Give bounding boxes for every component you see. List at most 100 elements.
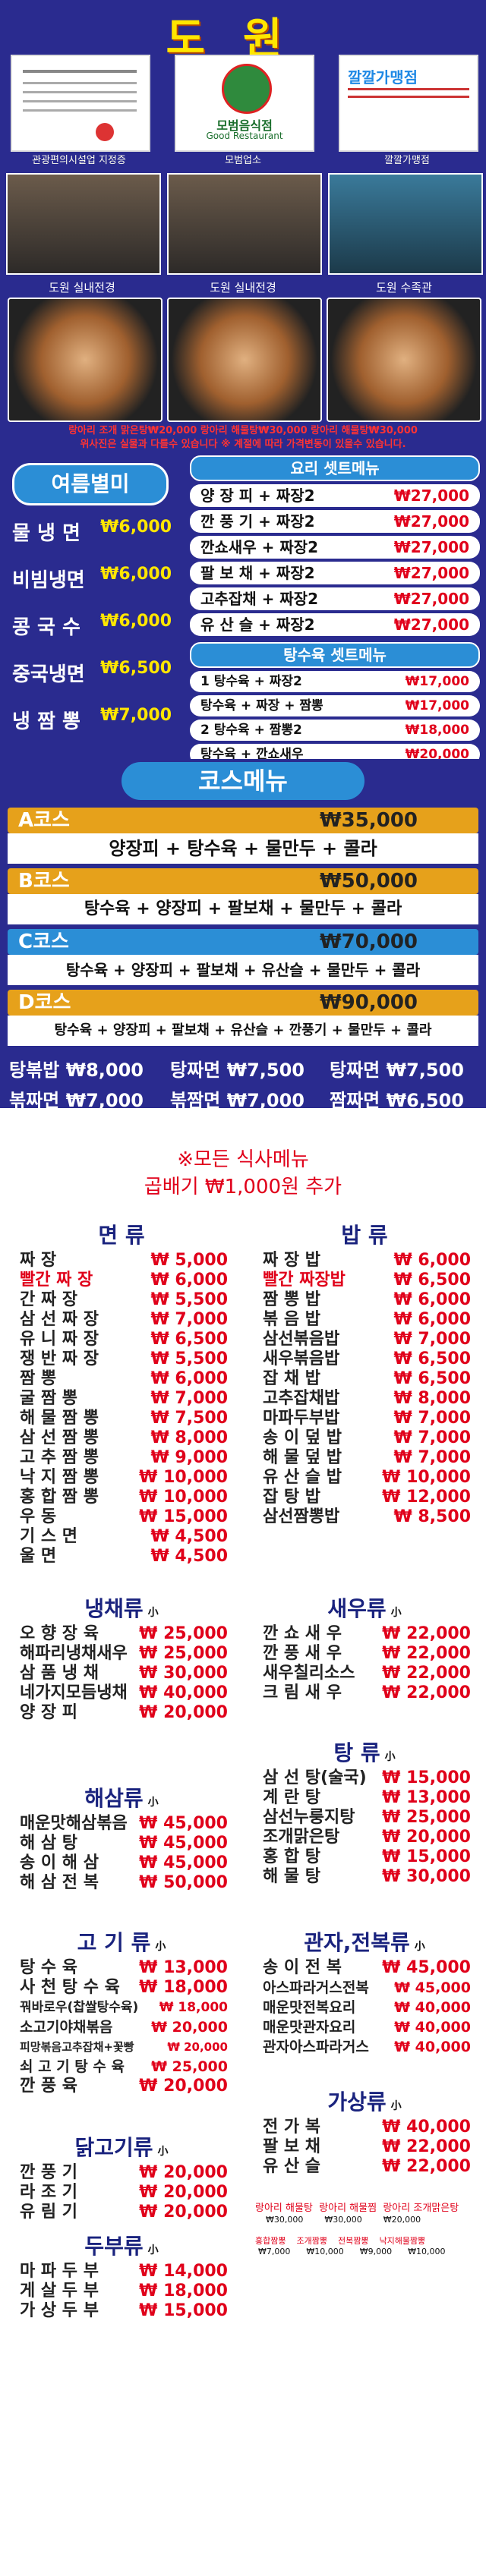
course-menu-title: 코스메뉴 — [122, 762, 364, 800]
good-restaurant-en: Good Restaurant — [206, 131, 283, 141]
set-item: 양 장 피 + 짜장2 ₩27,000 — [190, 484, 480, 507]
cold-dish-heading: 냉채류 — [84, 1596, 144, 1621]
menu-row: 송 이 해 삼 ₩ 45,000 — [20, 1853, 228, 1872]
menu-row: 삼 선 짜 장 ₩ 7,000 — [20, 1310, 228, 1329]
menu-row: 삼 선 짬 뽕 ₩ 8,000 — [20, 1428, 228, 1447]
menu-row: 유 산 슬 밥 ₩ 10,000 — [263, 1468, 471, 1487]
franchise-sign: 깔깔가맹점 — [339, 55, 478, 152]
menu-row: 탕 수 육 ₩ 13,000 — [20, 1958, 228, 1977]
menu-row: 사 천 탕 수 육 ₩ 18,000 — [20, 1978, 228, 1997]
menu-row: 조개맑은탕 ₩ 20,000 — [263, 1828, 471, 1847]
rice-heading: 밥 류 — [341, 1223, 388, 1248]
menu-row: 삼 품 냉 채 ₩ 30,000 — [20, 1664, 228, 1683]
set-item: 팔 보 채 + 짜장2 ₩27,000 — [190, 562, 480, 584]
menu-row: 짜 장 ₩ 5,000 — [20, 1251, 228, 1270]
menu-row: 해 물 덮 밥 ₩ 7,000 — [263, 1448, 471, 1467]
champong-specials-names: 홍합짬뽕 조개짬뽕 전복짬뽕 낙지해물짬뽕 — [255, 2236, 426, 2246]
menu-row: 간 짜 장 ₩ 5,500 — [20, 1290, 228, 1309]
menu-row: 유 니 짜 장 ₩ 6,500 — [20, 1330, 228, 1349]
menu-row: 삼선누룽지탕 ₩ 25,000 — [263, 1808, 471, 1827]
special-heading: 가상류 — [327, 2089, 387, 2115]
abalone-heading: 관자,전복류 — [304, 1930, 410, 1955]
menu-row: 새우칠리소스 ₩ 22,000 — [263, 1664, 471, 1683]
seafood-specials-names: 랑아리 해물탕 랑아리 해물찜 랑아리 조개맑은탕 — [255, 2203, 459, 2214]
menu-row: 해 삼 탕 ₩ 45,000 — [20, 1834, 228, 1853]
price-note-line: 랑아리 조개 맑은탕₩20,000 랑아리 해물탕₩30,000 랑아리 해물탕… — [68, 425, 418, 436]
menu-row: 쟁 반 짜 장 ₩ 5,500 — [20, 1349, 228, 1368]
menu-row: 전 가 복 ₩ 40,000 — [263, 2118, 471, 2137]
combo-item: 탕짜면 ₩7,500 — [170, 1060, 305, 1081]
set-item: 고추잡채 + 짜장2 ₩27,000 — [190, 587, 480, 610]
menu-row: 매운맛전복요리 ₩ 40,000 — [263, 1999, 471, 2016]
menu-row: 깐 풍 육 ₩ 20,000 — [20, 2077, 228, 2096]
menu-row: 오 향 장 육 ₩ 25,000 — [20, 1624, 228, 1643]
set-item: 유 산 슬 + 짜장2 ₩27,000 — [190, 613, 480, 636]
menu-row: 볶 음 밥 ₩ 6,000 — [263, 1310, 471, 1329]
tofu-section: 두부류 小 마 파 두 부 ₩ 14,000 게 살 두 부 ₩ 18,000 가 상… — [8, 2231, 235, 2321]
menu-row: 마 파 두 부 ₩ 14,000 — [20, 2262, 228, 2281]
menu-row: 아스파라거스전복 ₩ 45,000 — [263, 1979, 471, 1996]
combo-item: 짬짜면 ₩6,500 — [330, 1090, 464, 1111]
menu-row: 유 산 슬 ₩ 22,000 — [263, 2157, 471, 2176]
cert1-caption: 관광편의시설업 지정증 — [32, 155, 126, 166]
summer-item: 냉 짬 뽕 ₩7,000 — [12, 706, 172, 733]
certificate-row: 관광편의시설업 지정증 모범음식점 Good Restaurant 모범업소 깔… — [0, 55, 486, 168]
menu-row: 해파리냉채새우 ₩ 25,000 — [20, 1644, 228, 1663]
menu-row: 송 이 전 복 ₩ 45,000 — [263, 1958, 471, 1977]
aquarium-photo — [328, 173, 483, 275]
food-photo-seafood-stew — [167, 298, 322, 422]
noodle-section: 면 류 짜 장 ₩ 5,000 빨간 짜 장 ₩ 6,000 간 짜 장 ₩ 5,50… — [8, 1220, 235, 1567]
photo-caption-1: 도원 실내전경 — [49, 281, 115, 294]
summer-item: 중국냉면 ₩6,500 — [12, 659, 172, 686]
course-a: A코스 ₩35,000 양장피 + 탕수육 + 물만두 + 콜라 — [8, 808, 478, 864]
combo-item: 탕볶밥 ₩8,000 — [9, 1060, 144, 1081]
summer-item: 비빔냉면 ₩6,000 — [12, 565, 172, 592]
cert3-caption: 깔깔가맹점 — [384, 155, 430, 166]
sweet-sour-set-heading: 탕수육 셋트메뉴 — [190, 642, 480, 668]
menu-row: 울 면 ₩ 4,500 — [20, 1547, 228, 1566]
tourism-certificate-image — [11, 55, 150, 152]
menu-row: 송 이 덮 밥 ₩ 7,000 — [263, 1428, 471, 1447]
course-c: C코스 ₩70,000 탕수육 + 양장피 + 팔보채 + 유산슬 + 물만두 +… — [8, 929, 478, 985]
menu-row: 잡 탕 밥 ₩ 12,000 — [263, 1488, 471, 1507]
menu-row: 꿔바로우(찹쌀탕수육) ₩ 18,000 — [20, 2000, 228, 2015]
menu-row: 짬 뽕 ₩ 6,000 — [20, 1369, 228, 1388]
dish-set-heading: 요리 셋트메뉴 — [190, 455, 480, 481]
menu-row: 깐 풍 기 ₩ 20,000 — [20, 2163, 228, 2182]
menu-row: 해 삼 전 복 ₩ 50,000 — [20, 1873, 228, 1892]
menu-row: 잡 채 밥 ₩ 6,500 — [263, 1369, 471, 1388]
champong-specials-prices: ₩7,000 ₩10,000 ₩9,000 ₩10,000 — [258, 2247, 446, 2256]
soup-heading: 탕 류 — [333, 1740, 380, 1765]
summer-item: 콩 국 수 ₩6,000 — [12, 612, 172, 639]
chicken-heading: 닭고기류 — [74, 2135, 153, 2160]
combo-item: 볶짬면 ₩7,000 — [170, 1090, 305, 1111]
seafood-specials-prices: ₩30,000 ₩30,000 ₩20,000 — [266, 2215, 421, 2225]
tofu-heading: 두부류 — [84, 2234, 144, 2259]
course-menu-panel: 코스메뉴 A코스 ₩35,000 양장피 + 탕수육 + 물만두 + 콜라 B코스… — [0, 759, 486, 1111]
menu-row: 깐 쇼 새 우 ₩ 22,000 — [263, 1624, 471, 1643]
food-photo-clam-soup — [8, 298, 163, 422]
menu-row: 소고기야채볶음 ₩ 20,000 — [20, 2019, 228, 2036]
menu-row: 삼선짬뽕밥 ₩ 8,500 — [263, 1507, 471, 1526]
menu-row: 깐 풍 새 우 ₩ 22,000 — [263, 1644, 471, 1663]
set-item: 2 탕수육 + 짬뽕2 ₩18,000 — [190, 720, 480, 741]
combo-item: 탕짜면 ₩7,500 — [330, 1060, 464, 1081]
menu-row: 굴 짬 뽕 ₩ 7,000 — [20, 1389, 228, 1408]
menu-row: 라 조 기 ₩ 20,000 — [20, 2183, 228, 2202]
menu-row: 짬 뽕 밥 ₩ 6,000 — [263, 1290, 471, 1309]
summer-item: 물 냉 면 ₩6,000 — [12, 518, 172, 545]
menu-row: 관자아스파라거스 ₩ 40,000 — [263, 2039, 471, 2055]
cert2-caption: 모범업소 — [225, 155, 261, 166]
set-item: 깐 풍 기 + 짜장2 ₩27,000 — [190, 510, 480, 533]
abalone-section: 관자,전복류 小 송 이 전 복 ₩ 45,000 아스파라거스전복 ₩ 45,000… — [251, 1928, 478, 2057]
cold-dish-section: 냉채류 小 오 향 장 육 ₩ 25,000 해파리냉채새우 ₩ 25,000 삼 품… — [8, 1594, 235, 1723]
set-item: 탕수육 + 짜장 + 짬뽕 ₩17,000 — [190, 695, 480, 716]
interior-photo-1 — [6, 173, 161, 275]
menu-row: 양 장 피 ₩ 20,000 — [20, 1703, 228, 1722]
photo-caption-3: 도원 수족관 — [376, 281, 432, 294]
set-menu-panel: 요리 셋트메뉴 양 장 피 + 짜장2 ₩27,000 깐 풍 기 + 짜장2 ₩2… — [190, 455, 480, 759]
photo-caption-2: 도원 실내전경 — [210, 281, 276, 294]
menu-row: 매운맛해삼볶음 ₩ 45,000 — [20, 1814, 228, 1833]
sea-cucumber-section: 해삼류 小 매운맛해삼볶음 ₩ 45,000 해 삼 탕 ₩ 45,000 송 이 해… — [8, 1784, 235, 1893]
